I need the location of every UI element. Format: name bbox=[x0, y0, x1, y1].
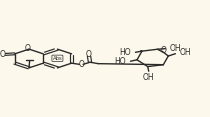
Text: OH: OH bbox=[143, 73, 155, 82]
Text: OH: OH bbox=[170, 44, 181, 53]
Text: O: O bbox=[79, 60, 84, 69]
Text: O: O bbox=[25, 44, 31, 53]
Text: Abs: Abs bbox=[52, 56, 62, 61]
Text: OH: OH bbox=[180, 48, 191, 57]
Text: O: O bbox=[86, 50, 92, 59]
Text: O: O bbox=[0, 50, 5, 59]
Text: O: O bbox=[161, 46, 167, 55]
Text: HO: HO bbox=[119, 48, 131, 57]
Text: HO: HO bbox=[114, 57, 126, 66]
